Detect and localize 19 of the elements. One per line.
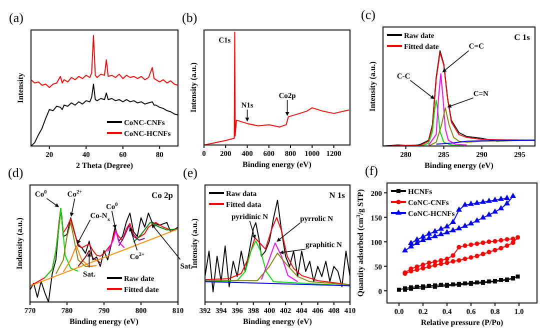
y-axis-title: Intensity (a.u.) xyxy=(189,62,198,113)
y-axis-title: Intensity xyxy=(16,72,25,104)
chart-title: (e) xyxy=(183,165,198,180)
x-axis-title: 2 Theta (Degree) xyxy=(76,161,134,170)
x-axis-title: Binding energy (eV) xyxy=(70,317,139,326)
x-axis-title: Binding energy (eV) xyxy=(424,161,494,170)
y-axis-title: Indensity (a.u.) xyxy=(15,217,24,270)
text: C 1s xyxy=(514,32,531,42)
x-axis-title: Binding energy (eV) xyxy=(243,317,312,326)
chart-title: (d) xyxy=(8,165,24,180)
text: N 1s xyxy=(329,190,346,200)
x-axis-title: Relative pressure (P/Po) xyxy=(420,318,504,327)
y-axis-title: Intensity (a.u.) xyxy=(368,61,377,112)
chart-title: (c) xyxy=(361,7,376,22)
x-axis-title: Binding energy (eV) xyxy=(242,160,312,169)
chart-title: (a) xyxy=(9,10,24,25)
text: Co 2p xyxy=(152,190,174,200)
chart-title: (f) xyxy=(365,163,378,178)
chart-title: (b) xyxy=(182,10,198,25)
